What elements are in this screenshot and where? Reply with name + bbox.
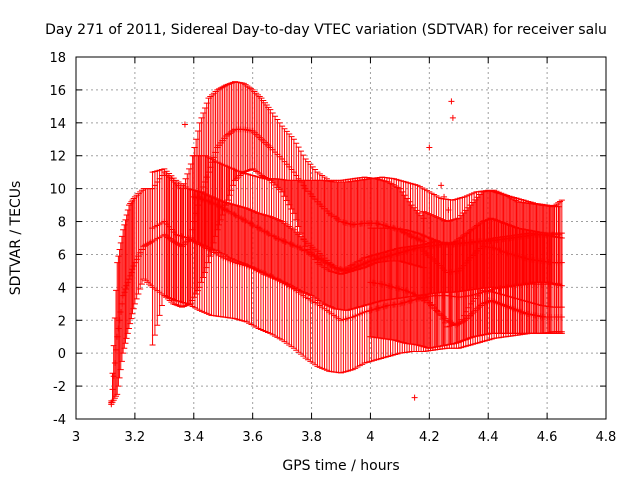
y-tick-label: 2 [58,314,66,329]
x-axis-ticks: 3 3.2 3.4 3.6 3.8 4 4.2 4.4 4.6 4.8 [72,57,616,445]
data-point [438,182,445,189]
x-tick-label: 3.6 [242,430,263,445]
data-point [445,207,452,214]
x-tick-label: 4.4 [478,430,499,445]
y-tick-label: 4 [58,281,66,296]
data-point [441,193,448,200]
plot-area [108,81,565,408]
y-tick-label: 10 [49,183,66,198]
y-tick-label: 8 [58,216,66,231]
y-tick-label: -2 [53,380,66,395]
x-tick-label: 4.2 [419,430,440,445]
chart-title: Day 271 of 2011, Sidereal Day-to-day VTE… [45,22,607,38]
data-point [448,98,455,105]
x-axis-title: GPS time / hours [282,458,399,474]
data-point [558,259,565,266]
error-bar [130,198,137,310]
x-tick-label: 3.8 [301,430,322,445]
data-point [130,262,137,269]
x-tick-label: 3 [72,430,80,445]
y-tick-label: 14 [49,117,66,132]
error-bar [558,199,565,308]
x-tick-label: 3.4 [183,430,204,445]
x-tick-label: 4 [366,430,374,445]
y-tick-label: 12 [49,150,66,165]
y-tick-label: 0 [58,347,66,362]
y-tick-label: 16 [49,84,66,99]
data-point [108,401,115,408]
data-point [426,144,433,151]
x-tick-label: 4.8 [596,430,617,445]
y-axis-ticks: -4 -2 0 2 4 6 8 10 12 14 16 18 [49,51,606,428]
y-axis-title: SDTVAR / TECUs [8,181,24,296]
y-tick-label: 18 [49,51,66,66]
x-tick-label: 3.2 [125,430,146,445]
data-point [558,313,565,320]
data-point [181,121,188,128]
y-tick-label: 6 [58,248,66,263]
data-point [449,114,456,121]
data-point [411,394,418,401]
plot-frame [75,56,607,420]
y-tick-label: -4 [53,413,66,428]
x-tick-label: 4.6 [537,430,558,445]
